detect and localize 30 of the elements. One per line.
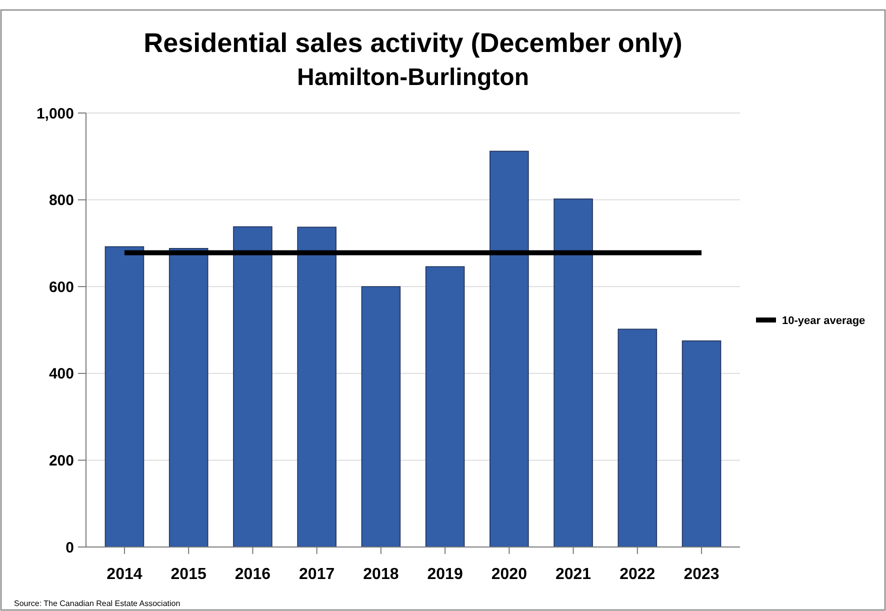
x-tick-label: 2023 bbox=[684, 566, 720, 583]
bar bbox=[104, 246, 144, 548]
bar bbox=[425, 266, 465, 548]
y-tick-label: 200 bbox=[48, 452, 74, 470]
bar bbox=[490, 150, 529, 548]
x-tick-label: 2017 bbox=[299, 566, 335, 583]
x-tick-label: 2019 bbox=[427, 566, 463, 583]
x-tick-label: 2016 bbox=[234, 566, 271, 583]
x-tick-label: 2021 bbox=[555, 566, 592, 583]
y-tick-label: 800 bbox=[48, 192, 74, 210]
chart-title: Residential sales activity (December only) bbox=[144, 28, 682, 58]
x-tick-label: 2018 bbox=[363, 566, 399, 583]
chart-subtitle: Hamilton-Burlington bbox=[297, 64, 529, 91]
x-tick-label: 2022 bbox=[620, 566, 656, 583]
bar bbox=[554, 198, 593, 548]
bar bbox=[233, 226, 272, 548]
y-tick-label: 400 bbox=[48, 366, 74, 383]
bar bbox=[618, 328, 658, 548]
source-note: Source: The Canadian Real Estate Association bbox=[14, 599, 180, 608]
y-tick-label: 0 bbox=[66, 539, 74, 556]
bar bbox=[297, 226, 336, 548]
x-tick-label: 2015 bbox=[170, 566, 206, 583]
bar bbox=[682, 340, 722, 548]
bar bbox=[168, 248, 208, 548]
bar bbox=[361, 286, 401, 548]
x-tick-label: 2020 bbox=[491, 566, 528, 583]
y-tick-label: 600 bbox=[48, 278, 74, 296]
legend-label: 10-year average bbox=[782, 314, 866, 327]
y-tick-label: 1,000 bbox=[36, 105, 74, 122]
x-tick-label: 2014 bbox=[106, 566, 142, 583]
